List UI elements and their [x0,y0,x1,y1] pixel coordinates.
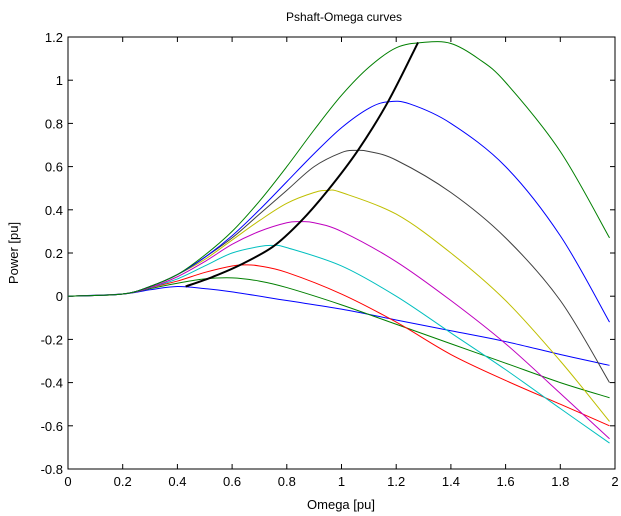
x-tick-label: 1.2 [387,474,405,489]
y-tick-label: 1.2 [45,30,63,45]
series-line-1 [67,285,610,366]
plot-area [67,36,616,470]
series-lines [67,41,610,444]
series-line-2 [67,277,610,399]
x-axis-label: Omega [pu] [307,497,375,512]
y-tick-label: 1 [56,73,63,88]
x-tick-label: 1.4 [442,474,460,489]
series-line-9 [67,41,610,297]
x-tick-label: 1.6 [497,474,515,489]
chart-title: Pshaft-Omega curves [286,10,402,24]
x-tick-label: 0.8 [278,474,296,489]
y-tick-label: 0.4 [45,203,63,218]
y-tick-label: 0.2 [45,246,63,261]
y-tick-label: -0.2 [41,332,63,347]
axis-ticks: 0 0.2 0.4 0.6 0.8 1 1.2 1.4 1.6 1.8 2 -0.8 -0.6 -0.4 -… [41,30,619,489]
x-tick-label: 1.8 [551,474,569,489]
x-tick-label: 0 [64,474,71,489]
series-line-5 [67,221,610,440]
y-tick-label: -0.6 [41,419,63,434]
x-tick-label: 2 [611,474,618,489]
x-tick-label: 0.4 [168,474,186,489]
x-tick-label: 0.6 [223,474,241,489]
y-tick-label: 0 [56,289,63,304]
y-tick-label: 0.6 [45,160,63,175]
y-tick-label: 0.8 [45,116,63,131]
y-tick-label: -0.8 [41,462,63,477]
y-tick-label: -0.4 [41,376,63,391]
x-tick-label: 1 [338,474,345,489]
x-tick-label: 0.2 [114,474,132,489]
series-line-10 [185,41,419,288]
y-axis-label: Power [pu] [6,222,21,284]
